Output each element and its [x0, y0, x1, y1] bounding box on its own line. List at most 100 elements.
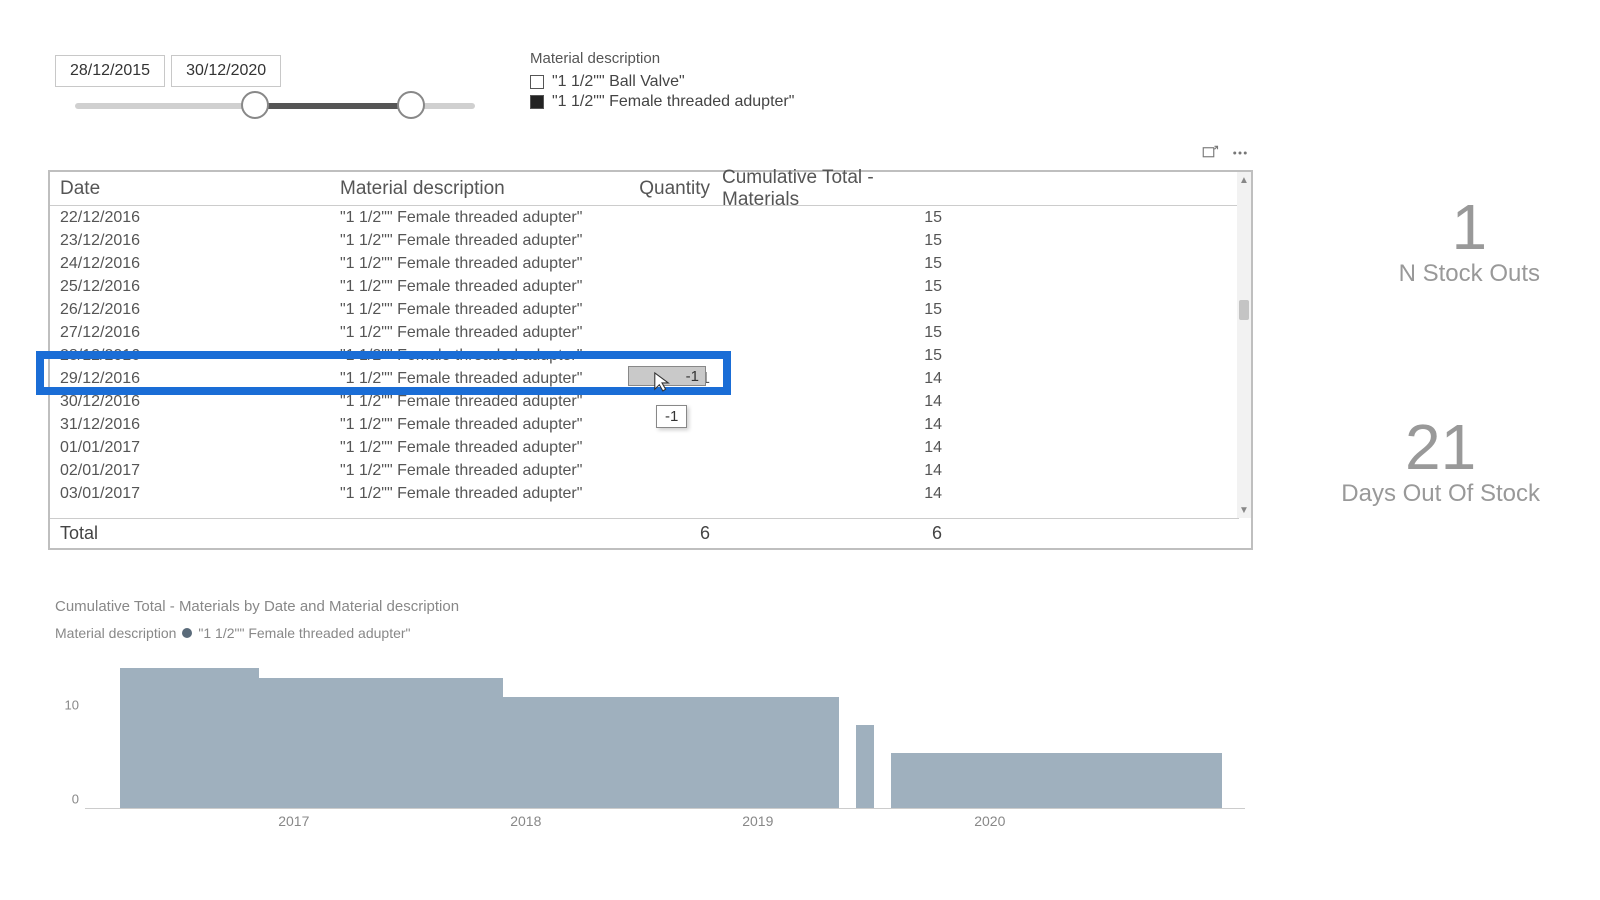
- kpi-stock-outs: 1 N Stock Outs: [1399, 190, 1540, 288]
- table-row[interactable]: 24/12/2016"1 1/2"" Female threaded adupt…: [50, 252, 1251, 275]
- date-from-box[interactable]: 28/12/2015: [55, 55, 165, 87]
- cell-date: 01/01/2017: [50, 439, 340, 457]
- cell-cumulative: 15: [710, 209, 950, 227]
- material-option-label: "1 1/2"" Ball Valve": [552, 73, 685, 91]
- column-header-date[interactable]: Date: [50, 178, 340, 200]
- material-filter-slicer: Material description "1 1/2"" Ball Valve…: [530, 50, 794, 113]
- cell-date: 30/12/2016: [50, 393, 340, 411]
- cell-cumulative: 15: [710, 324, 950, 342]
- scroll-thumb[interactable]: [1239, 300, 1249, 320]
- chart-legend-dot-icon: [182, 628, 192, 638]
- cell-cumulative: 15: [710, 255, 950, 273]
- date-range-slider[interactable]: [75, 103, 475, 109]
- cell-material: "1 1/2"" Female threaded adupter": [340, 416, 630, 434]
- scroll-up-icon[interactable]: ▲: [1237, 172, 1251, 188]
- column-header-material[interactable]: Material description: [340, 178, 630, 200]
- table-scrollbar[interactable]: ▲ ▼: [1237, 172, 1251, 518]
- kpi-stock-outs-value: 1: [1399, 190, 1540, 264]
- total-label: Total: [50, 523, 340, 544]
- slider-handle-left[interactable]: [241, 91, 269, 119]
- chart-series-name: "1 1/2"" Female threaded adupter": [198, 625, 410, 641]
- table-row[interactable]: 26/12/2016"1 1/2"" Female threaded adupt…: [50, 298, 1251, 321]
- table-row[interactable]: 28/12/2016"1 1/2"" Female threaded adupt…: [50, 344, 1251, 367]
- table-row[interactable]: 23/12/2016"1 1/2"" Female threaded adupt…: [50, 229, 1251, 252]
- column-header-quantity[interactable]: Quantity: [630, 178, 710, 200]
- material-option[interactable]: "1 1/2"" Female threaded adupter": [530, 93, 794, 111]
- date-to-box[interactable]: 30/12/2020: [171, 55, 281, 87]
- slider-handle-right[interactable]: [397, 91, 425, 119]
- cell-material: "1 1/2"" Female threaded adupter": [340, 347, 630, 365]
- cell-cumulative: 14: [710, 393, 950, 411]
- chart-title: Cumulative Total - Materials by Date and…: [55, 598, 1245, 615]
- checkbox-checked-icon[interactable]: [530, 95, 544, 109]
- chart-area-segment: [503, 697, 839, 810]
- chart-area-segment: [259, 678, 503, 809]
- cell-cumulative: 14: [710, 370, 950, 388]
- cell-cumulative: 14: [710, 462, 950, 480]
- cell-material: "1 1/2"" Female threaded adupter": [340, 393, 630, 411]
- cell-cumulative: 15: [710, 301, 950, 319]
- chart-baseline: [85, 808, 1245, 809]
- table-row[interactable]: 31/12/2016"1 1/2"" Female threaded adupt…: [50, 413, 1251, 436]
- more-options-icon[interactable]: [1229, 142, 1251, 164]
- cell-material: "1 1/2"" Female threaded adupter": [340, 209, 630, 227]
- cell-date: 24/12/2016: [50, 255, 340, 273]
- cell-material: "1 1/2"" Female threaded adupter": [340, 278, 630, 296]
- material-filter-title: Material description: [530, 50, 794, 67]
- table-row[interactable]: 02/01/2017"1 1/2"" Female threaded adupt…: [50, 459, 1251, 482]
- chart-legend-label: Material description: [55, 625, 176, 641]
- y-axis-tick-label: 0: [72, 792, 85, 807]
- cell-cumulative: 14: [710, 416, 950, 434]
- cell-date: 27/12/2016: [50, 324, 340, 342]
- cell-cumulative: 15: [710, 232, 950, 250]
- cell-material: "1 1/2"" Female threaded adupter": [340, 232, 630, 250]
- cell-cumulative: 15: [710, 347, 950, 365]
- table-total-row: Total 6 6: [50, 518, 1239, 548]
- kpi-days-out-value: 21: [1341, 410, 1540, 484]
- total-cumulative: 6: [710, 523, 950, 544]
- x-axis-tick-label: 2017: [278, 813, 309, 829]
- material-option[interactable]: "1 1/2"" Ball Valve": [530, 73, 794, 91]
- cell-date: 28/12/2016: [50, 347, 340, 365]
- table-row[interactable]: 27/12/2016"1 1/2"" Female threaded adupt…: [50, 321, 1251, 344]
- kpi-stock-outs-label: N Stock Outs: [1399, 260, 1540, 288]
- column-header-cumulative[interactable]: Cumulative Total - Materials: [710, 167, 950, 211]
- cell-date: 03/01/2017: [50, 485, 340, 503]
- x-axis-tick-label: 2018: [510, 813, 541, 829]
- x-axis-tick-label: 2020: [974, 813, 1005, 829]
- cell-date: 23/12/2016: [50, 232, 340, 250]
- table-row[interactable]: 03/01/2017"1 1/2"" Female threaded adupt…: [50, 482, 1251, 505]
- kpi-days-out-label: Days Out Of Stock: [1341, 480, 1540, 508]
- total-quantity: 6: [630, 523, 710, 544]
- chart-legend: Material description "1 1/2"" Female thr…: [55, 625, 1245, 641]
- table-row[interactable]: 30/12/2016"1 1/2"" Female threaded adupt…: [50, 390, 1251, 413]
- materials-table-visual: Date Material description Quantity Cumul…: [48, 170, 1253, 550]
- x-axis-tick-label: 2019: [742, 813, 773, 829]
- table-header-row: Date Material description Quantity Cumul…: [50, 172, 1251, 206]
- cell-date: 26/12/2016: [50, 301, 340, 319]
- focus-mode-icon[interactable]: [1199, 142, 1221, 164]
- material-option-label: "1 1/2"" Female threaded adupter": [552, 93, 794, 111]
- y-axis-tick-label: 10: [65, 698, 85, 713]
- chart-area-segment: [120, 668, 259, 809]
- kpi-days-out: 21 Days Out Of Stock: [1341, 410, 1540, 508]
- cell-date: 25/12/2016: [50, 278, 340, 296]
- chart-area-segment: [891, 753, 1222, 809]
- table-row[interactable]: 01/01/2017"1 1/2"" Female threaded adupt…: [50, 436, 1251, 459]
- cell-date: 22/12/2016: [50, 209, 340, 227]
- cell-tooltip: -1: [656, 405, 687, 428]
- cell-material: "1 1/2"" Female threaded adupter": [340, 301, 630, 319]
- cell-material: "1 1/2"" Female threaded adupter": [340, 485, 630, 503]
- cell-material: "1 1/2"" Female threaded adupter": [340, 324, 630, 342]
- scroll-down-icon[interactable]: ▼: [1237, 502, 1251, 518]
- checkbox-unchecked-icon[interactable]: [530, 75, 544, 89]
- table-row[interactable]: 25/12/2016"1 1/2"" Female threaded adupt…: [50, 275, 1251, 298]
- chart-plot-area[interactable]: 0102017201820192020: [85, 649, 1245, 809]
- cell-material: "1 1/2"" Female threaded adupter": [340, 255, 630, 273]
- cell-material: "1 1/2"" Female threaded adupter": [340, 370, 630, 388]
- chart-area-segment: [856, 725, 873, 809]
- table-row[interactable]: 22/12/2016"1 1/2"" Female threaded adupt…: [50, 206, 1251, 229]
- cumulative-chart: Cumulative Total - Materials by Date and…: [55, 598, 1245, 809]
- cell-cumulative: 14: [710, 439, 950, 457]
- cell-date: 29/12/2016: [50, 370, 340, 388]
